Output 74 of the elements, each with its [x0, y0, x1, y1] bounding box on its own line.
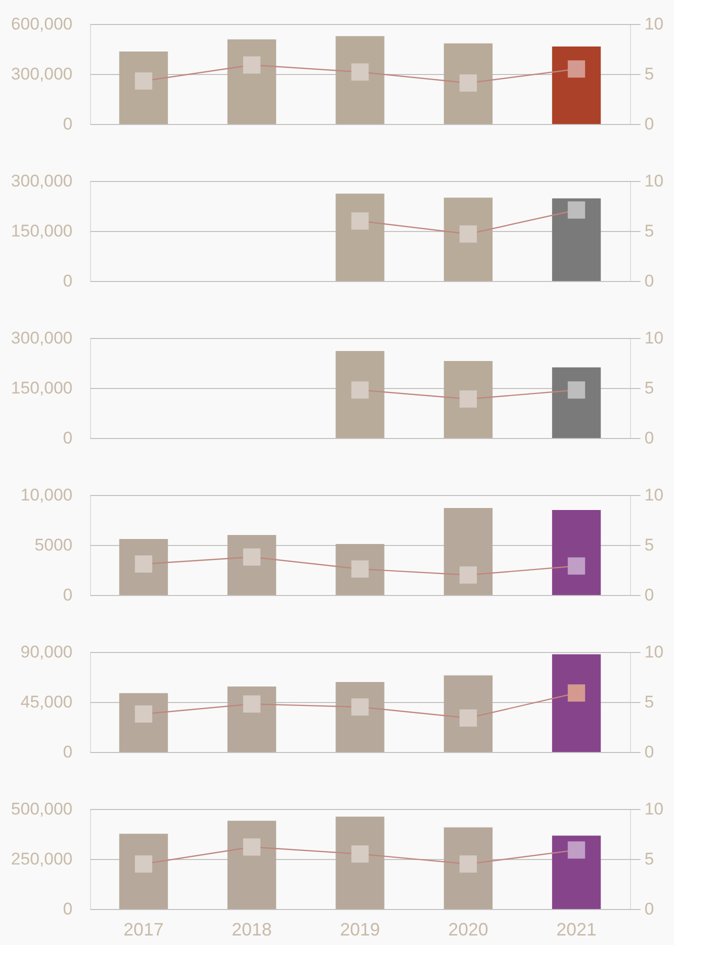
bar — [552, 836, 601, 909]
y2-tick-label: 0 — [644, 900, 654, 918]
bar — [552, 510, 601, 595]
bar — [227, 820, 276, 909]
y2-tick-label: 0 — [644, 742, 654, 762]
y2-tick-label: 5 — [644, 222, 654, 240]
y-tick-label: 0 — [63, 428, 72, 448]
y-tick-label: 150,000 — [11, 222, 72, 240]
point — [460, 566, 477, 584]
y2-tick-label: 0 — [644, 586, 654, 604]
bar — [336, 682, 384, 752]
point — [568, 684, 586, 702]
y2-tick-label: 0 — [644, 272, 654, 290]
y-tick-label: 300,000 — [11, 64, 72, 84]
point — [460, 225, 477, 243]
bar — [336, 816, 384, 909]
point — [134, 855, 152, 873]
y-tick-label: 10,000 — [20, 486, 72, 504]
bar — [444, 675, 493, 752]
bar — [119, 834, 168, 909]
y2-tick-label: 10 — [644, 642, 664, 662]
y2-tick-label: 10 — [644, 172, 664, 190]
bar — [444, 827, 493, 909]
point — [243, 695, 260, 713]
point — [351, 698, 369, 716]
point — [351, 845, 369, 863]
bar — [336, 351, 384, 438]
x-tick-label: 2018 — [232, 920, 272, 940]
y2-tick-label: 5 — [644, 536, 654, 554]
point — [351, 63, 369, 81]
y-tick-label: 150,000 — [11, 378, 72, 398]
point — [568, 841, 586, 859]
y-tick-label: 5000 — [34, 536, 72, 554]
y-tick-label: 300,000 — [11, 172, 72, 190]
y-tick-label: 600,000 — [11, 14, 72, 34]
point — [568, 201, 586, 219]
y2-tick-label: 5 — [644, 378, 654, 398]
y-tick-label: 500,000 — [11, 800, 72, 818]
point — [460, 855, 477, 873]
y2-tick-label: 10 — [644, 800, 664, 818]
y-tick-label: 300,000 — [11, 328, 72, 348]
y2-tick-label: 5 — [644, 850, 654, 868]
y-tick-label: 0 — [63, 742, 72, 762]
y2-tick-label: 10 — [644, 328, 664, 348]
y-tick-label: 0 — [63, 114, 72, 134]
y2-tick-label: 5 — [644, 692, 654, 712]
point — [243, 56, 260, 74]
bar — [444, 361, 493, 438]
point — [568, 557, 586, 575]
bar — [552, 367, 601, 438]
y2-tick-label: 0 — [644, 114, 654, 134]
bar — [552, 654, 601, 752]
y-tick-label: 0 — [63, 900, 72, 918]
x-tick-label: 2020 — [448, 920, 488, 940]
y-tick-label: 45,000 — [20, 692, 72, 712]
y-tick-label: 0 — [63, 272, 72, 290]
y-tick-label: 90,000 — [20, 642, 72, 662]
y-tick-label: 0 — [63, 586, 72, 604]
point — [460, 74, 477, 92]
bar — [227, 686, 276, 752]
y2-tick-label: 10 — [644, 14, 664, 34]
x-tick-label: 2017 — [124, 920, 164, 940]
y2-tick-label: 5 — [644, 64, 654, 84]
y-tick-label: 250,000 — [11, 850, 72, 868]
point — [460, 709, 477, 727]
x-tick-label: 2021 — [556, 920, 596, 940]
point — [568, 60, 586, 78]
x-tick-label: 2019 — [340, 920, 380, 940]
point — [243, 838, 260, 856]
bar — [444, 508, 493, 595]
point — [351, 212, 369, 230]
y2-tick-label: 10 — [644, 486, 664, 504]
point — [134, 72, 152, 90]
y2-tick-label: 0 — [644, 428, 654, 448]
